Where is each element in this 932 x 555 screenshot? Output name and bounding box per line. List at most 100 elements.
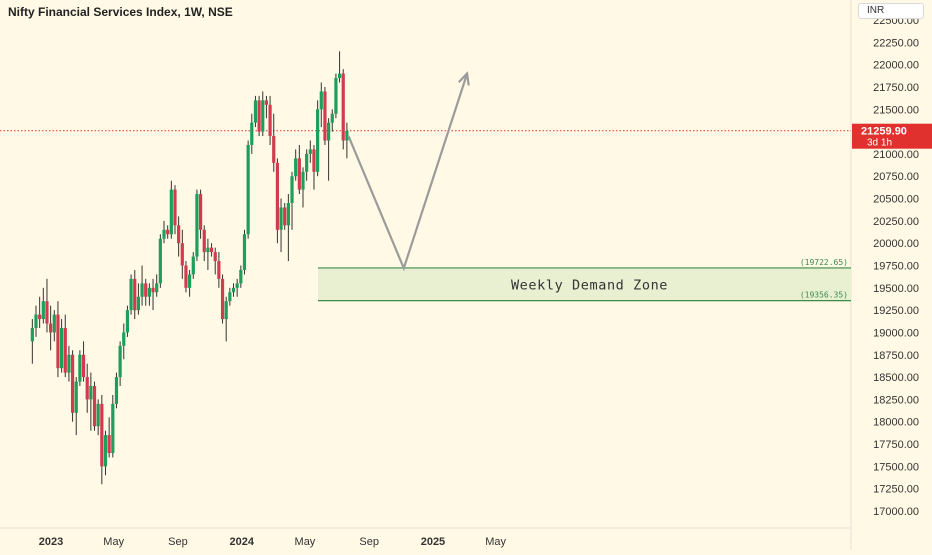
candle-body[interactable] <box>70 354 75 413</box>
candle-body[interactable] <box>38 314 42 320</box>
candle-body[interactable] <box>166 229 170 235</box>
candle-body[interactable] <box>162 229 166 239</box>
candle-body[interactable] <box>334 78 338 114</box>
candle-body[interactable] <box>100 403 104 467</box>
candle-body[interactable] <box>125 310 130 333</box>
candle-body[interactable] <box>195 194 199 257</box>
candle-body[interactable] <box>301 171 305 190</box>
y-tick-label: 17500.00 <box>873 461 919 473</box>
candle-body[interactable] <box>290 176 294 204</box>
candle-body[interactable] <box>319 91 323 110</box>
candle-body[interactable] <box>294 158 298 177</box>
candle-body[interactable] <box>217 261 221 279</box>
candle-body[interactable] <box>56 314 60 369</box>
candle-body[interactable] <box>202 229 206 253</box>
candle-body[interactable] <box>173 189 177 226</box>
current-price-value: 21259.90 <box>861 126 907 138</box>
candle-body[interactable] <box>114 377 119 404</box>
candle-body[interactable] <box>111 403 115 453</box>
candle-body[interactable] <box>133 278 137 311</box>
currency-selector[interactable]: INR <box>858 3 924 19</box>
candle-body[interactable] <box>52 314 56 333</box>
candle-body[interactable] <box>188 274 192 288</box>
candle-body[interactable] <box>327 122 331 141</box>
candle-body[interactable] <box>246 144 250 235</box>
candle-body[interactable] <box>297 158 301 190</box>
candle-body[interactable] <box>118 345 122 378</box>
projection-arrow-path[interactable] <box>347 73 469 272</box>
candle-body[interactable] <box>144 283 148 297</box>
candle-body[interactable] <box>316 109 320 172</box>
candle-body[interactable] <box>279 207 283 230</box>
candle-body[interactable] <box>191 256 195 275</box>
candle-body[interactable] <box>231 287 236 293</box>
x-tick-label: May <box>485 536 506 548</box>
candle-body[interactable] <box>253 100 258 123</box>
candle-body[interactable] <box>283 207 287 226</box>
candle-body[interactable] <box>308 149 312 154</box>
candle-body[interactable] <box>155 283 159 293</box>
candle-body[interactable] <box>224 301 228 320</box>
candle-body[interactable] <box>63 327 67 373</box>
candle-body[interactable] <box>151 287 155 293</box>
candle-body[interactable] <box>30 327 34 342</box>
candle-body[interactable] <box>147 287 151 297</box>
candle-body[interactable] <box>169 189 173 235</box>
candle-body[interactable] <box>41 301 45 320</box>
candle-body[interactable] <box>89 386 93 400</box>
candle-body[interactable] <box>305 153 309 172</box>
candle-body[interactable] <box>49 323 53 333</box>
candle-body[interactable] <box>81 354 86 378</box>
candle-body[interactable] <box>345 130 349 141</box>
candle-body[interactable] <box>45 301 49 324</box>
candle-body[interactable] <box>67 354 71 373</box>
candle-body[interactable] <box>341 73 345 141</box>
candle-body[interactable] <box>257 100 261 132</box>
candle-body[interactable] <box>136 296 141 311</box>
candle-body[interactable] <box>286 203 290 226</box>
candle-body[interactable] <box>140 283 144 297</box>
candle-body[interactable] <box>177 225 181 244</box>
candle-body[interactable] <box>264 100 269 105</box>
candle-body[interactable] <box>275 162 279 230</box>
x-tick-label: 2023 <box>39 536 63 548</box>
candle-body[interactable] <box>60 327 64 369</box>
candle-body[interactable] <box>261 100 265 132</box>
candle-body[interactable] <box>337 73 342 79</box>
candle-body[interactable] <box>312 149 316 172</box>
y-tick-label: 18000.00 <box>873 417 919 429</box>
candle-body[interactable] <box>235 283 239 288</box>
candle-body[interactable] <box>228 292 232 302</box>
candle-body[interactable] <box>239 269 243 284</box>
candle-body[interactable] <box>184 265 188 288</box>
candle-body[interactable] <box>220 278 225 320</box>
candle-body[interactable] <box>34 314 38 328</box>
candle-body[interactable] <box>206 247 210 253</box>
candle-body[interactable] <box>96 403 100 427</box>
candle-body[interactable] <box>330 113 334 123</box>
candle-body[interactable] <box>213 252 217 262</box>
candle-body[interactable] <box>242 234 247 270</box>
candle-body[interactable] <box>107 435 111 453</box>
current-price-badge <box>852 123 932 149</box>
demand-zone-band[interactable] <box>318 267 851 301</box>
candle-body[interactable] <box>268 104 272 137</box>
candle-body[interactable] <box>180 243 184 266</box>
candle-body[interactable] <box>103 435 108 467</box>
y-tick-label: 20000.00 <box>873 238 919 250</box>
candle-body[interactable] <box>78 354 82 382</box>
candle-body[interactable] <box>158 238 162 284</box>
candle-body[interactable] <box>92 386 97 427</box>
candle-body[interactable] <box>198 194 203 230</box>
candle-body[interactable] <box>209 247 214 253</box>
candle-body[interactable] <box>129 278 133 311</box>
candle-body[interactable] <box>74 381 78 413</box>
candle-body[interactable] <box>250 122 254 145</box>
candle-body[interactable] <box>323 91 327 141</box>
x-tick-label: Sep <box>168 536 188 548</box>
candle-body[interactable] <box>122 332 126 346</box>
candle-body[interactable] <box>272 136 276 163</box>
candle-body[interactable] <box>85 377 89 400</box>
